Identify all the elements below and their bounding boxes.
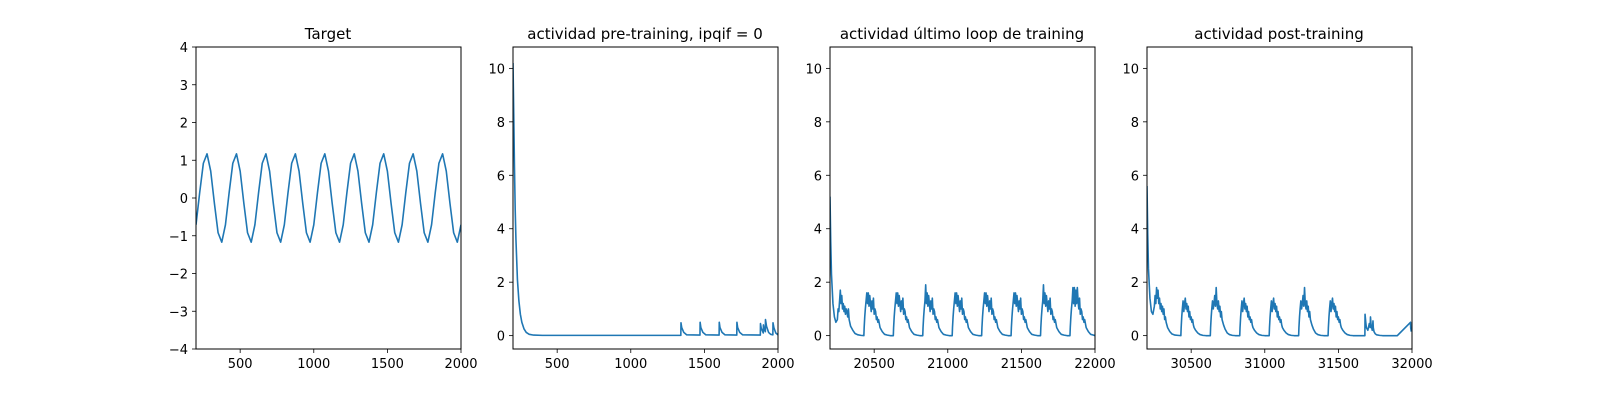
y-tick-label: 0 [814,330,822,345]
y-tick-label: 10 [488,62,505,77]
series-line-activity [513,63,778,337]
y-tick-label: 10 [1122,62,1139,77]
x-tick-label: 31000 [1244,357,1285,372]
y-tick-label: 0 [497,330,505,345]
y-tick-label: 6 [497,169,505,184]
y-tick-label: −4 [169,343,188,358]
axes-frame [512,46,779,350]
x-tick-label: 31500 [1318,357,1359,372]
y-tick-label: 2 [1131,276,1139,291]
x-tick-label: 2000 [761,357,794,372]
panel-pre-training: actividad pre-training, ipqif = 0 500 100… [488,25,794,372]
y-tick-label: 8 [814,116,822,131]
x-tick-label: 1500 [688,357,721,372]
axes-frame [829,46,1096,350]
y-tick-label: 4 [814,223,822,238]
y-tick-label: 0 [1131,330,1139,345]
axes-frame [1146,46,1413,350]
x-tick-label: 1500 [371,357,404,372]
x-tick-label: 30500 [1170,357,1211,372]
y-tick-label: 10 [805,62,822,77]
x-tick-label: 500 [545,357,570,372]
panel-title: actividad post-training [1194,25,1363,43]
y-tick-label: 4 [1131,223,1139,238]
y-tick-label: −2 [169,268,188,283]
y-tick-label: −3 [169,305,188,320]
y-tick-label: −1 [169,230,188,245]
axes-frame [195,46,462,350]
series-line-target [196,153,461,243]
panel-post-training: actividad post-training 30500 31000 31500 3… [1122,25,1432,372]
y-tick-label: 4 [497,223,505,238]
x-tick-label: 1000 [614,357,647,372]
x-tick-label: 20500 [853,357,894,372]
y-tick-label: 3 [180,79,188,94]
y-tick-label: 8 [1131,116,1139,131]
x-tick-label: 2000 [444,357,477,372]
panel-title: actividad pre-training, ipqif = 0 [527,25,763,43]
panel-title: Target [304,25,352,43]
y-tick-label: 4 [180,41,188,56]
x-tick-label: 500 [228,357,253,372]
y-tick-label: 8 [497,116,505,131]
x-tick-label: 22000 [1074,357,1115,372]
panel-last-training-loop: actividad último loop de training 20500 2… [805,25,1115,372]
y-tick-label: 1 [180,154,188,169]
series-line-activity [830,196,1095,337]
y-tick-label: 2 [180,117,188,132]
x-tick-label: 21500 [1001,357,1042,372]
y-tick-label: 2 [814,276,822,291]
series-line-activity [1147,185,1412,337]
panel-target: Target 500 1000 1500 2000 −4 −3 −2 −1 0 1 2 3 4 [169,25,478,372]
x-tick-label: 32000 [1391,357,1432,372]
y-tick-label: 6 [814,169,822,184]
x-tick-label: 1000 [297,357,330,372]
y-tick-label: 0 [180,192,188,207]
y-tick-label: 6 [1131,169,1139,184]
x-tick-label: 21000 [927,357,968,372]
y-tick-label: 2 [497,276,505,291]
panel-title: actividad último loop de training [840,25,1084,43]
